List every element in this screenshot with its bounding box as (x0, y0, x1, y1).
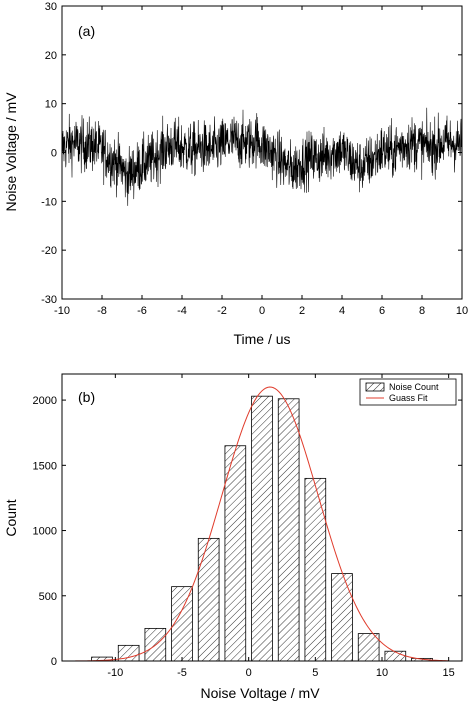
panel-b-y-tick-label: 0 (51, 656, 57, 668)
panel-b-y-tick-label: 1000 (33, 526, 57, 538)
panel-a-y-tick-label: 10 (45, 99, 57, 111)
panel-a-x-tick-label: -6 (137, 305, 147, 317)
panel-a-plot-area (61, 107, 463, 206)
panel-b-bar (277, 398, 300, 662)
panel-a-x-tick-label: 6 (379, 305, 385, 317)
panel-a-y-tick-label: 20 (45, 50, 57, 62)
panel-b-bar (171, 586, 193, 662)
panel-a-noise-trace-line (61, 107, 463, 206)
panel-b-y-axis-label: Count (3, 499, 19, 536)
panel-a-y-tick-label: 0 (51, 148, 57, 160)
legend-label-noise-count: Noise Count (389, 382, 439, 392)
panel-b-gauss-fit-curve (75, 386, 449, 662)
panel-b-frame (61, 373, 463, 662)
panel-b-y-ticks: 0 500 1000 1500 2000 (33, 395, 462, 668)
panel-a-y-axis-label: Noise Voltage / mV (3, 92, 19, 212)
panel-b-x-ticks: -10 -5 0 5 10 15 (107, 374, 455, 679)
panel-b-x-tick-label: 5 (312, 667, 318, 679)
panel-b-y-tick-label: 2000 (33, 395, 57, 407)
panel-b-bar (197, 537, 220, 662)
panel-a-x-tick-label: 2 (299, 305, 305, 317)
panel-a-x-tick-label: 10 (456, 305, 468, 317)
panel-b-y-tick-label: 1500 (33, 460, 57, 472)
panel-b-x-tick-label: 10 (376, 667, 388, 679)
legend-label-gauss-fit: Guass Fit (389, 393, 428, 403)
panel-a-y-tick-label: -30 (41, 294, 57, 306)
panel-a-x-ticks: -10 -8 -6 -4 -2 0 2 4 6 8 10 (54, 6, 468, 317)
panel-b-label: (b) (78, 389, 95, 405)
panel-b-x-tick-label: -5 (177, 667, 187, 679)
panel-a-x-tick-label: 4 (339, 305, 345, 317)
panel-b-bar (224, 445, 247, 662)
panel-b-bar (251, 395, 273, 662)
panel-b-y-tick-label: 500 (39, 591, 57, 603)
panel-a-x-tick-label: -8 (97, 305, 107, 317)
panel-b-x-tick-label: -10 (107, 667, 123, 679)
panel-b-x-tick-label: 0 (246, 667, 252, 679)
panel-b-histogram: -10 -5 0 5 10 15 0 500 1000 1500 2000 (b) Noise V… (3, 373, 463, 701)
panel-b-bar (304, 477, 327, 662)
panel-a-x-tick-label: 8 (419, 305, 425, 317)
panel-a-y-tick-label: -20 (41, 245, 57, 257)
panel-a-x-tick-label: -10 (54, 305, 70, 317)
panel-a-y-tick-label: 30 (45, 1, 57, 13)
panel-a-x-axis-label: Time / us (233, 331, 290, 347)
panel-b-bar (331, 573, 353, 662)
legend-swatch-noise-count (365, 382, 385, 392)
panel-b-bar (384, 650, 407, 662)
panel-a-y-tick-label: -10 (41, 196, 57, 208)
panel-a-label: (a) (78, 23, 95, 39)
panel-b-x-axis-label: Noise Voltage / mV (200, 685, 320, 701)
panel-a-x-tick-label: 0 (259, 305, 265, 317)
panel-a-x-tick-label: -2 (217, 305, 227, 317)
panel-a-x-tick-label: -4 (177, 305, 187, 317)
panel-b-legend: Noise Count Guass Fit (359, 378, 457, 406)
panel-b-x-tick-label: 15 (443, 667, 455, 679)
panel-b-bars (91, 395, 433, 662)
panel-a-y-ticks: -30 -20 -10 0 10 20 30 (41, 1, 462, 306)
